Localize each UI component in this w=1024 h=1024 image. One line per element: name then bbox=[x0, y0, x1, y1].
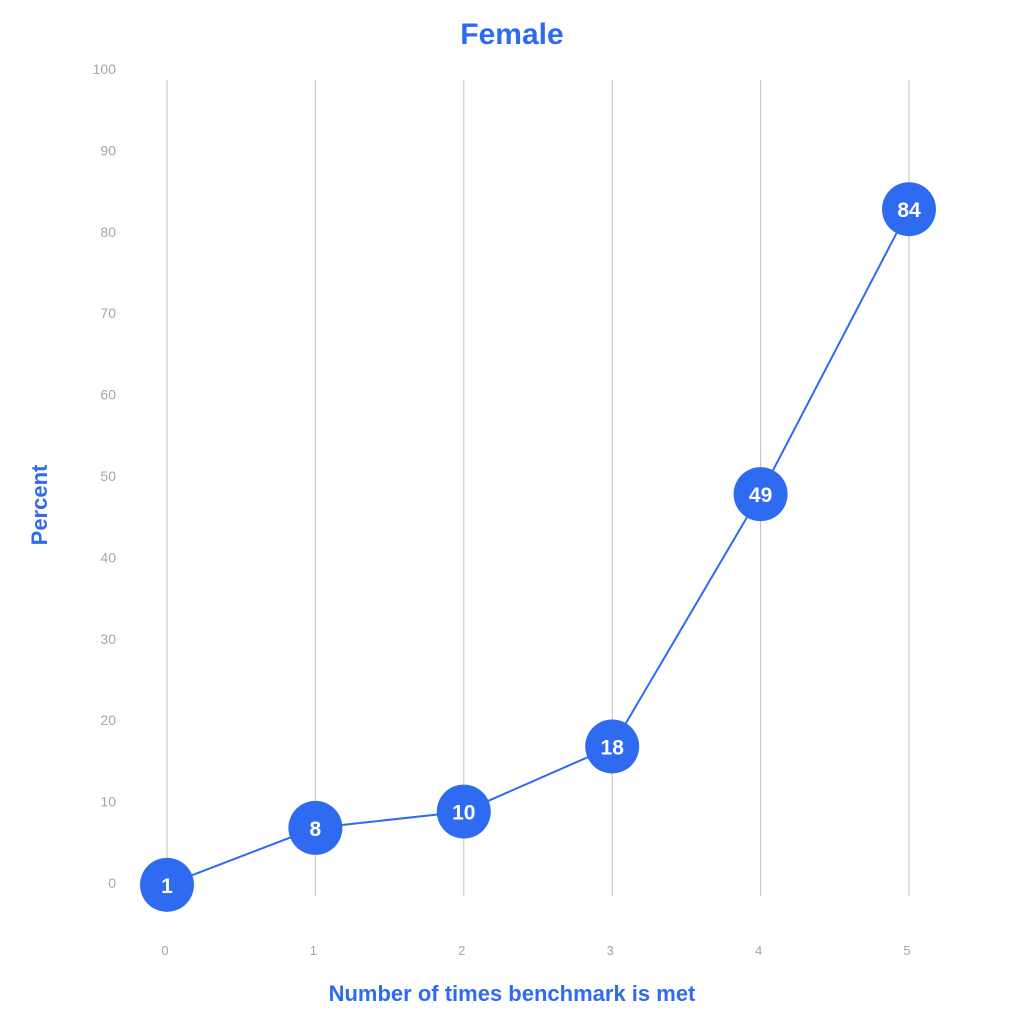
y-tick-label-4: 40 bbox=[100, 549, 116, 565]
data-point-0 bbox=[140, 857, 194, 912]
y-tick-label-5: 50 bbox=[100, 468, 116, 484]
data-label-4: 49 bbox=[749, 484, 772, 507]
x-tick-label-4: 4 bbox=[755, 943, 762, 958]
x-tick-label-3: 3 bbox=[607, 943, 614, 958]
data-point-1 bbox=[288, 800, 343, 855]
data-label-2: 10 bbox=[452, 802, 475, 825]
y-tick-label-6: 60 bbox=[100, 387, 116, 403]
data-label-1: 8 bbox=[310, 818, 322, 841]
y-tick-label-7: 70 bbox=[100, 305, 116, 321]
y-tick-label-1: 10 bbox=[100, 794, 116, 810]
y-tick-label-8: 80 bbox=[100, 224, 116, 240]
data-point-3 bbox=[585, 719, 640, 774]
data-label-3: 18 bbox=[601, 736, 625, 759]
x-tick-label-2: 2 bbox=[458, 943, 465, 958]
y-tick-label-0: 0 bbox=[108, 875, 116, 891]
x-tick-label-0: 0 bbox=[161, 943, 168, 958]
y-tick-label-10: 100 bbox=[93, 61, 117, 77]
series-line bbox=[166, 208, 910, 886]
chart-title: Female bbox=[460, 18, 564, 51]
y-tick-label-3: 30 bbox=[100, 631, 116, 647]
x-tick-label-1: 1 bbox=[310, 943, 317, 958]
x-axis-label: Number of times benchmark is met bbox=[328, 981, 696, 1006]
data-point-4 bbox=[733, 467, 788, 522]
x-tick-label-5: 5 bbox=[903, 943, 910, 958]
y-tick-label-9: 90 bbox=[100, 142, 116, 158]
data-point-5 bbox=[882, 182, 936, 237]
data-point-2 bbox=[436, 784, 491, 839]
data-label-5: 84 bbox=[897, 199, 921, 222]
data-label-0: 1 bbox=[161, 875, 173, 898]
y-tick-label-2: 20 bbox=[100, 712, 116, 728]
